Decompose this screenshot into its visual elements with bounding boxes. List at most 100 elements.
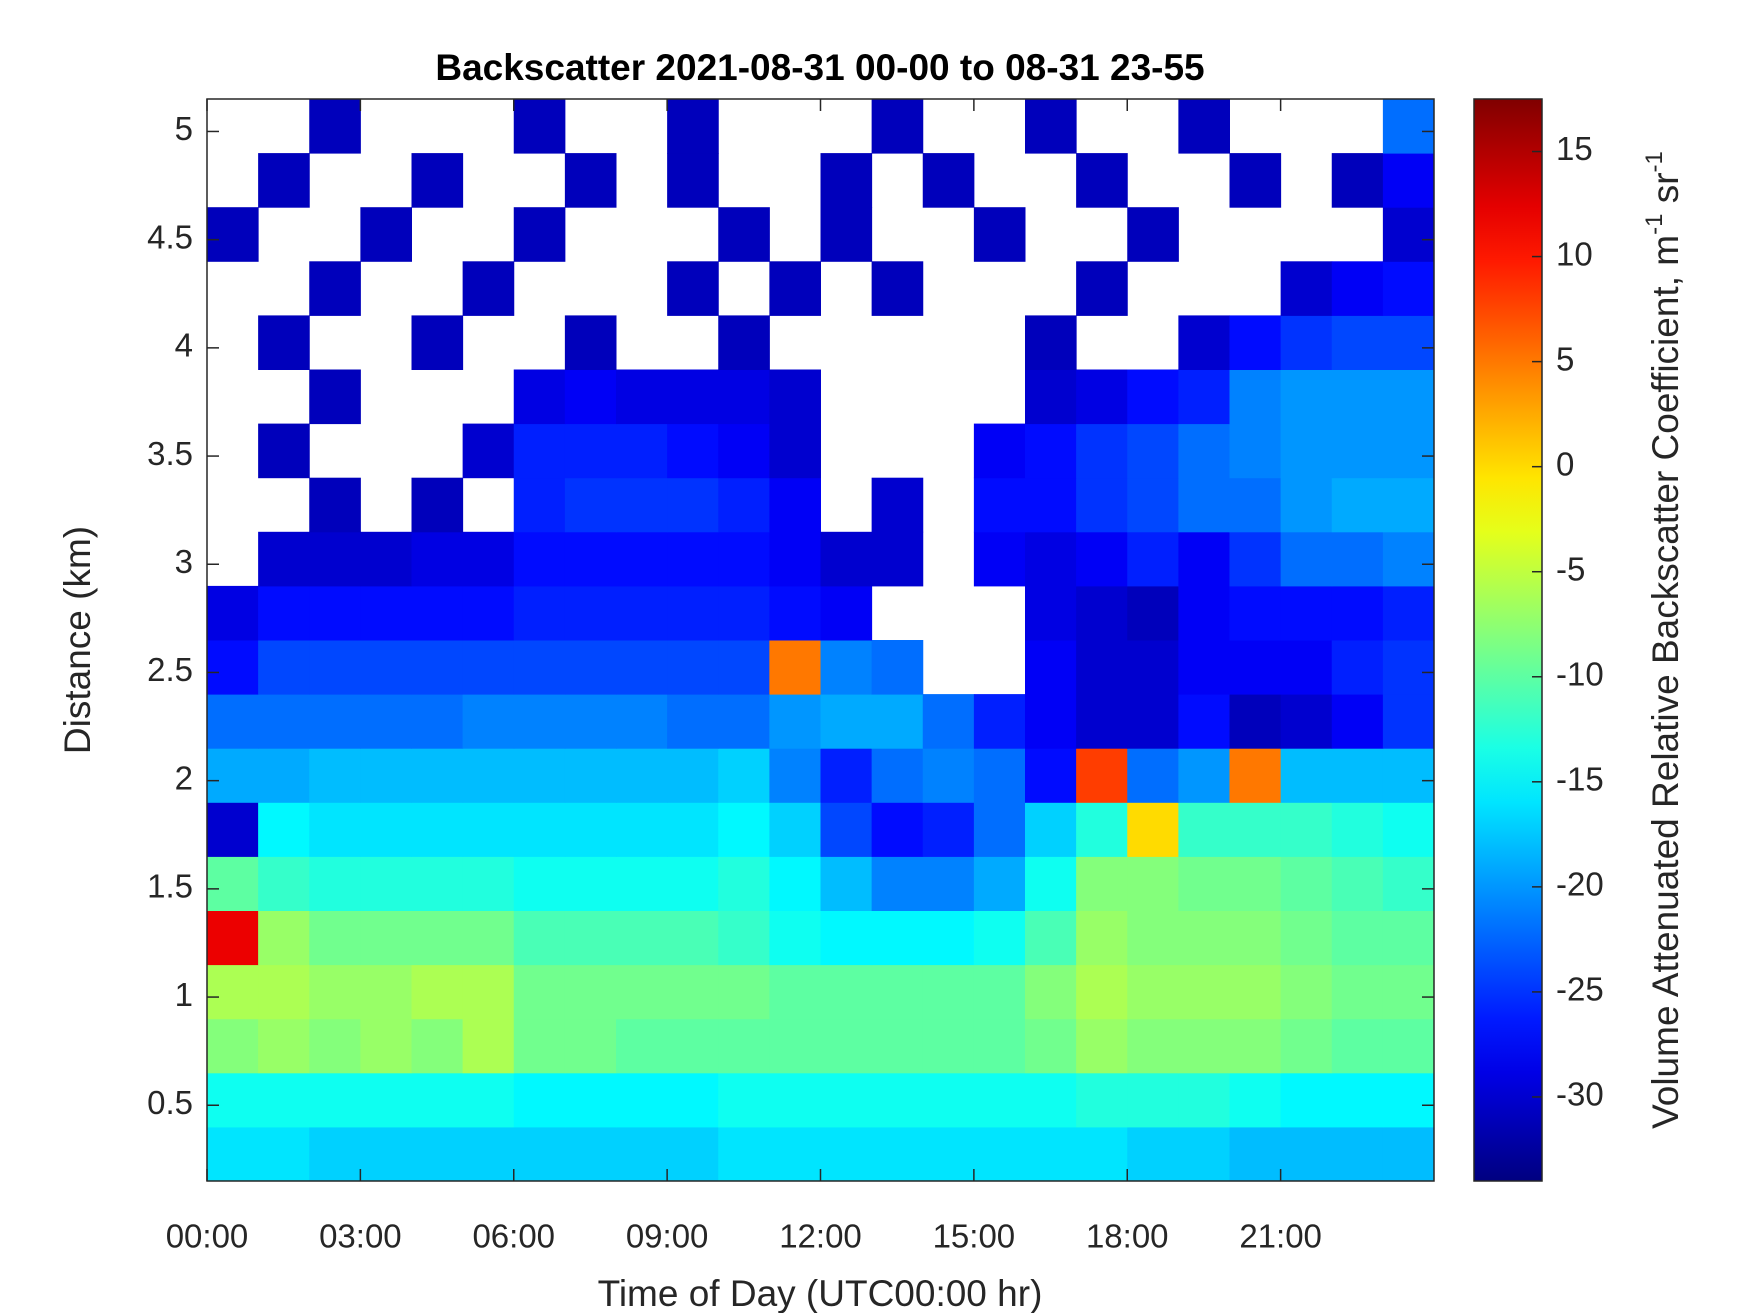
heatmap-cell [1331,1072,1384,1128]
heatmap-cell [616,369,668,425]
heatmap-cell [411,856,464,911]
heatmap-cell [1280,640,1333,695]
heatmap-cell [871,748,924,803]
heatmap-cell [1178,748,1230,803]
heatmap-cell [564,423,617,479]
heatmap-cell [667,640,719,695]
heatmap-cell [1127,964,1179,1020]
heatmap-cell [1382,694,1435,749]
heatmap-cell [564,964,617,1020]
heatmap-cell [258,802,310,857]
heatmap-cell [513,477,566,533]
heatmap-cell [258,531,310,587]
heatmap-cell [1229,423,1282,479]
heatmap-cell [820,1126,873,1182]
heatmap-cell [1280,856,1333,911]
heatmap-cell [309,1126,361,1182]
heatmap-cell [922,153,975,208]
heatmap-cell [258,315,310,370]
heatmap-cell [1178,1072,1230,1128]
heatmap-cell [360,1072,412,1128]
heatmap-cell [513,585,566,641]
heatmap-cell [1229,964,1282,1020]
heatmap-cell [769,585,821,641]
heatmap-cell [411,477,464,533]
heatmap-cell [309,1072,361,1128]
heatmap-cell [1331,477,1384,533]
heatmap-cell [1076,856,1128,911]
heatmap-cell [1280,315,1333,370]
heatmap-cell [667,910,719,966]
heatmap-cell [1076,1072,1128,1128]
heatmap-cell [1178,1018,1230,1074]
heatmap-cell [360,856,412,911]
heatmap-cell [462,423,515,479]
heatmap-cell [564,748,617,803]
heatmap-cell [1331,694,1384,749]
heatmap-cell [309,585,361,641]
y-tick-label: 3.5 [147,435,193,472]
heatmap-cell [513,369,566,425]
heatmap-cell [667,99,719,154]
heatmap-cell [973,748,1026,803]
heatmap-cell [718,585,770,641]
heatmap-cell [769,910,821,966]
heatmap-cell [769,1126,821,1182]
heatmap-cell [718,315,770,370]
heatmap-cell [1382,856,1435,911]
heatmap-cell [871,856,924,911]
colorbar-label-unit: sr [1645,172,1686,213]
colorbar-tick-label: -5 [1556,550,1585,587]
heatmap-cell [1331,1126,1384,1182]
colorbar-tick-label: -25 [1556,971,1604,1008]
heatmap-cell [769,261,821,316]
heatmap-cell [922,1018,975,1074]
heatmap-cell [462,1072,515,1128]
heatmap-cell [718,423,770,479]
heatmap-cell [820,640,873,695]
heatmap-cell [1382,477,1435,533]
heatmap-cell [309,748,361,803]
heatmap-cell [973,1072,1026,1128]
heatmap-cell [1076,802,1128,857]
heatmap-cell [1382,423,1435,479]
heatmap-cell [1331,964,1384,1020]
heatmap-cell [871,802,924,857]
heatmap-cell [973,1018,1026,1074]
heatmap-cell [1025,910,1077,966]
heatmap-cell [616,802,668,857]
heatmap-cell [1229,369,1282,425]
heatmap-cell [1076,585,1128,641]
heatmap-cell [513,423,566,479]
heatmap-cell [360,694,412,749]
heatmap-cell [922,748,975,803]
heatmap-cell [1178,423,1230,479]
heatmap-cell [1025,1126,1077,1182]
heatmap-cell [1025,1018,1077,1074]
heatmap-cell [1280,585,1333,641]
heatmap-cell [871,1126,924,1182]
heatmap-cell [973,964,1026,1020]
heatmap-cell [513,748,566,803]
heatmap-cell [820,153,873,208]
heatmap-cell [1280,477,1333,533]
heatmap-cell [718,1126,770,1182]
heatmap-cell [973,1126,1026,1182]
colorbar-tick-label: 5 [1556,340,1574,377]
heatmap-cell [1127,369,1179,425]
heatmap-cell [207,585,259,641]
heatmap-cell [1076,477,1128,533]
heatmap-cell [258,964,310,1020]
heatmap-cell [871,99,924,154]
heatmap-cell [309,694,361,749]
heatmap-cell [922,694,975,749]
heatmap-cell [820,531,873,587]
heatmap-cell [1229,153,1282,208]
heatmap-cell [1382,369,1435,425]
heatmap-cell [1229,1072,1282,1128]
heatmap-cell [1025,964,1077,1020]
heatmap-cell [258,748,310,803]
heatmap-cell [1178,910,1230,966]
heatmap-cell [411,153,464,208]
heatmap-cell [258,694,310,749]
